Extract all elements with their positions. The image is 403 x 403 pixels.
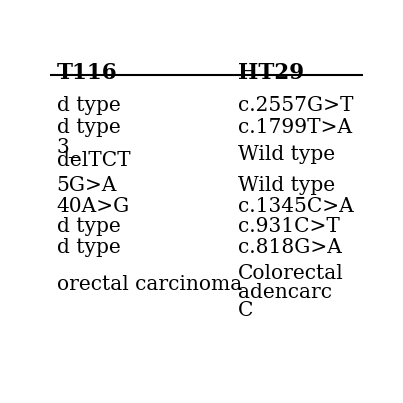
Text: c.1799T>A: c.1799T>A [238,118,352,137]
Text: 3_: 3_ [56,138,79,158]
Text: c.818G>A: c.818G>A [238,238,342,257]
Text: d type: d type [56,118,120,137]
Text: orectal carcinoma: orectal carcinoma [56,275,242,294]
Text: 40A>G: 40A>G [56,197,130,216]
Text: d type: d type [56,238,120,257]
Text: d type: d type [56,96,120,115]
Text: T116: T116 [56,62,117,84]
Text: delTCT: delTCT [56,152,130,170]
Text: c.1345C>A: c.1345C>A [238,197,353,216]
Text: HT29: HT29 [238,62,304,84]
Text: Wild type: Wild type [238,145,335,164]
Text: c.2557G>T: c.2557G>T [238,96,353,115]
Text: 5G>A: 5G>A [56,176,117,195]
Text: Wild type: Wild type [238,176,335,195]
Text: c.931C>T: c.931C>T [238,218,340,237]
Text: adencarc: adencarc [238,283,332,301]
Text: d type: d type [56,218,120,237]
Text: C: C [238,301,253,320]
Text: Colorectal: Colorectal [238,264,343,283]
